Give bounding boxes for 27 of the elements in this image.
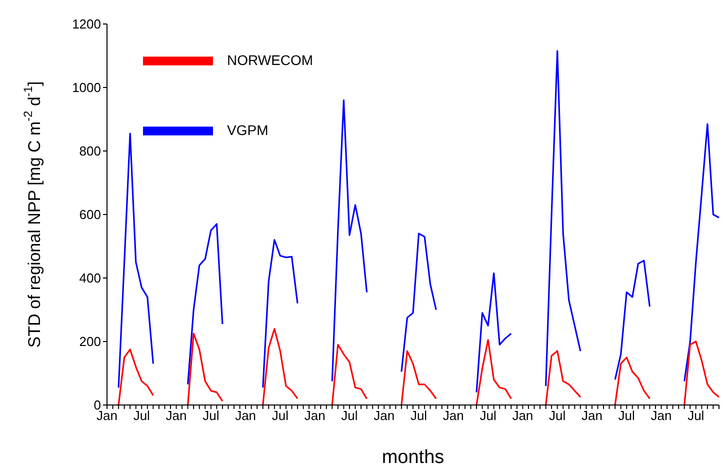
x-tick-label: Jan [512,408,534,424]
y-tick-label: 200 [79,334,101,350]
x-tick-label: Jan [650,408,672,424]
y-tick-label: 400 [79,270,101,286]
x-tick-label: Jan [235,408,256,424]
x-tick-label: Jan [581,408,602,424]
x-tick-label: Jul [133,408,150,424]
y-tick-label: 0 [94,398,101,413]
x-tick-label: Jul [202,408,220,424]
x-tick-label: Jan [442,408,464,424]
x-tick-label: Jul [688,408,704,424]
x-tick-label: Jul [480,408,496,424]
x-axis-title: months [382,447,444,468]
y-tick-label: 1200 [72,16,101,32]
x-tick-label: Jan [374,408,395,424]
x-tick-label: Jul [341,408,358,424]
y-tick-label: 800 [79,144,101,159]
x-tick-label: Jul [410,408,428,424]
x-tick-label: Jul [549,408,566,424]
x-tick-label: Jul [272,408,289,424]
y-tick-label: 600 [79,207,101,222]
y-tick-label: 1000 [72,80,101,96]
x-tick-label: Jan [304,408,326,424]
x-tick-label: Jan [166,408,187,424]
legend-label: NORWECOM [227,52,314,68]
legend-label: VGPM [227,122,268,138]
x-tick-label: Jul [618,408,636,424]
